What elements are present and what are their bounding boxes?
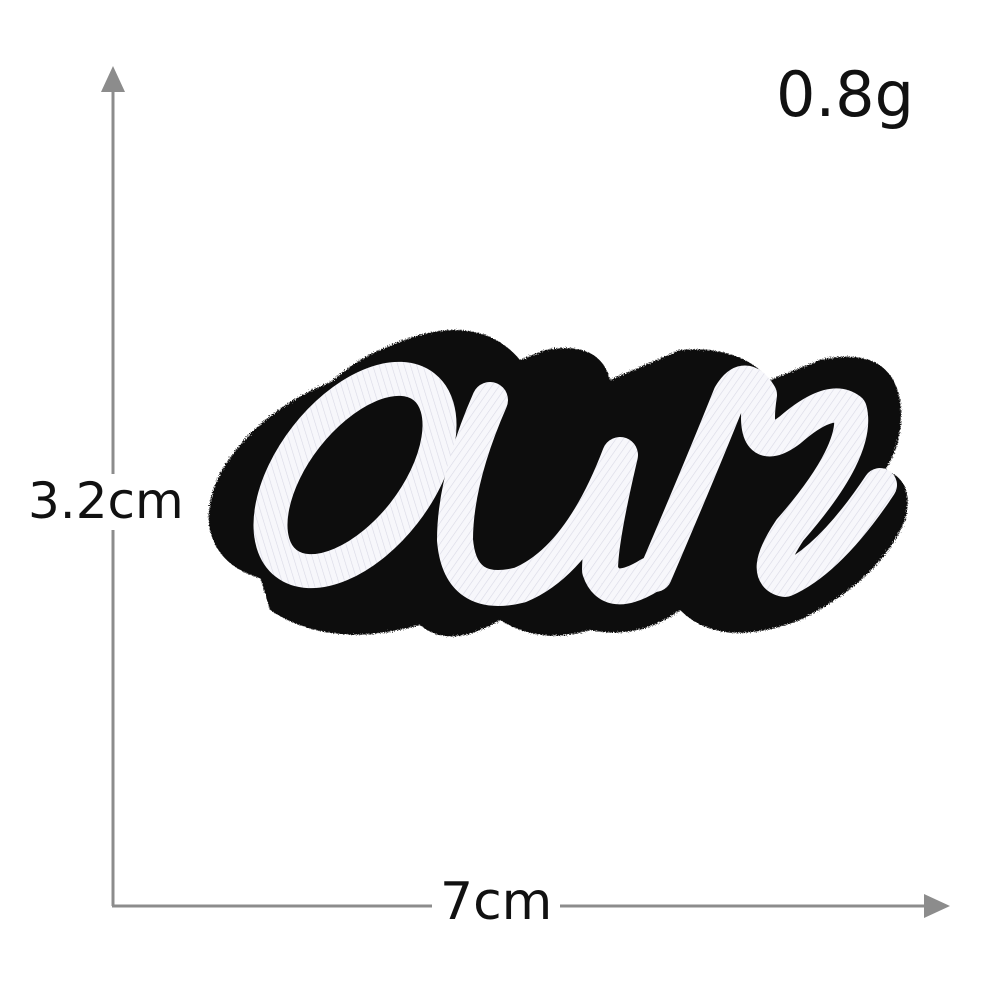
height-label: 3.2cm [24,474,190,530]
width-arrowhead-icon [924,894,950,918]
patch-image [208,330,908,637]
weight-label: 0.8g [776,58,914,131]
patch-lettering [253,361,897,606]
width-label: 7cm [432,874,561,932]
height-arrowhead-icon [101,66,125,92]
